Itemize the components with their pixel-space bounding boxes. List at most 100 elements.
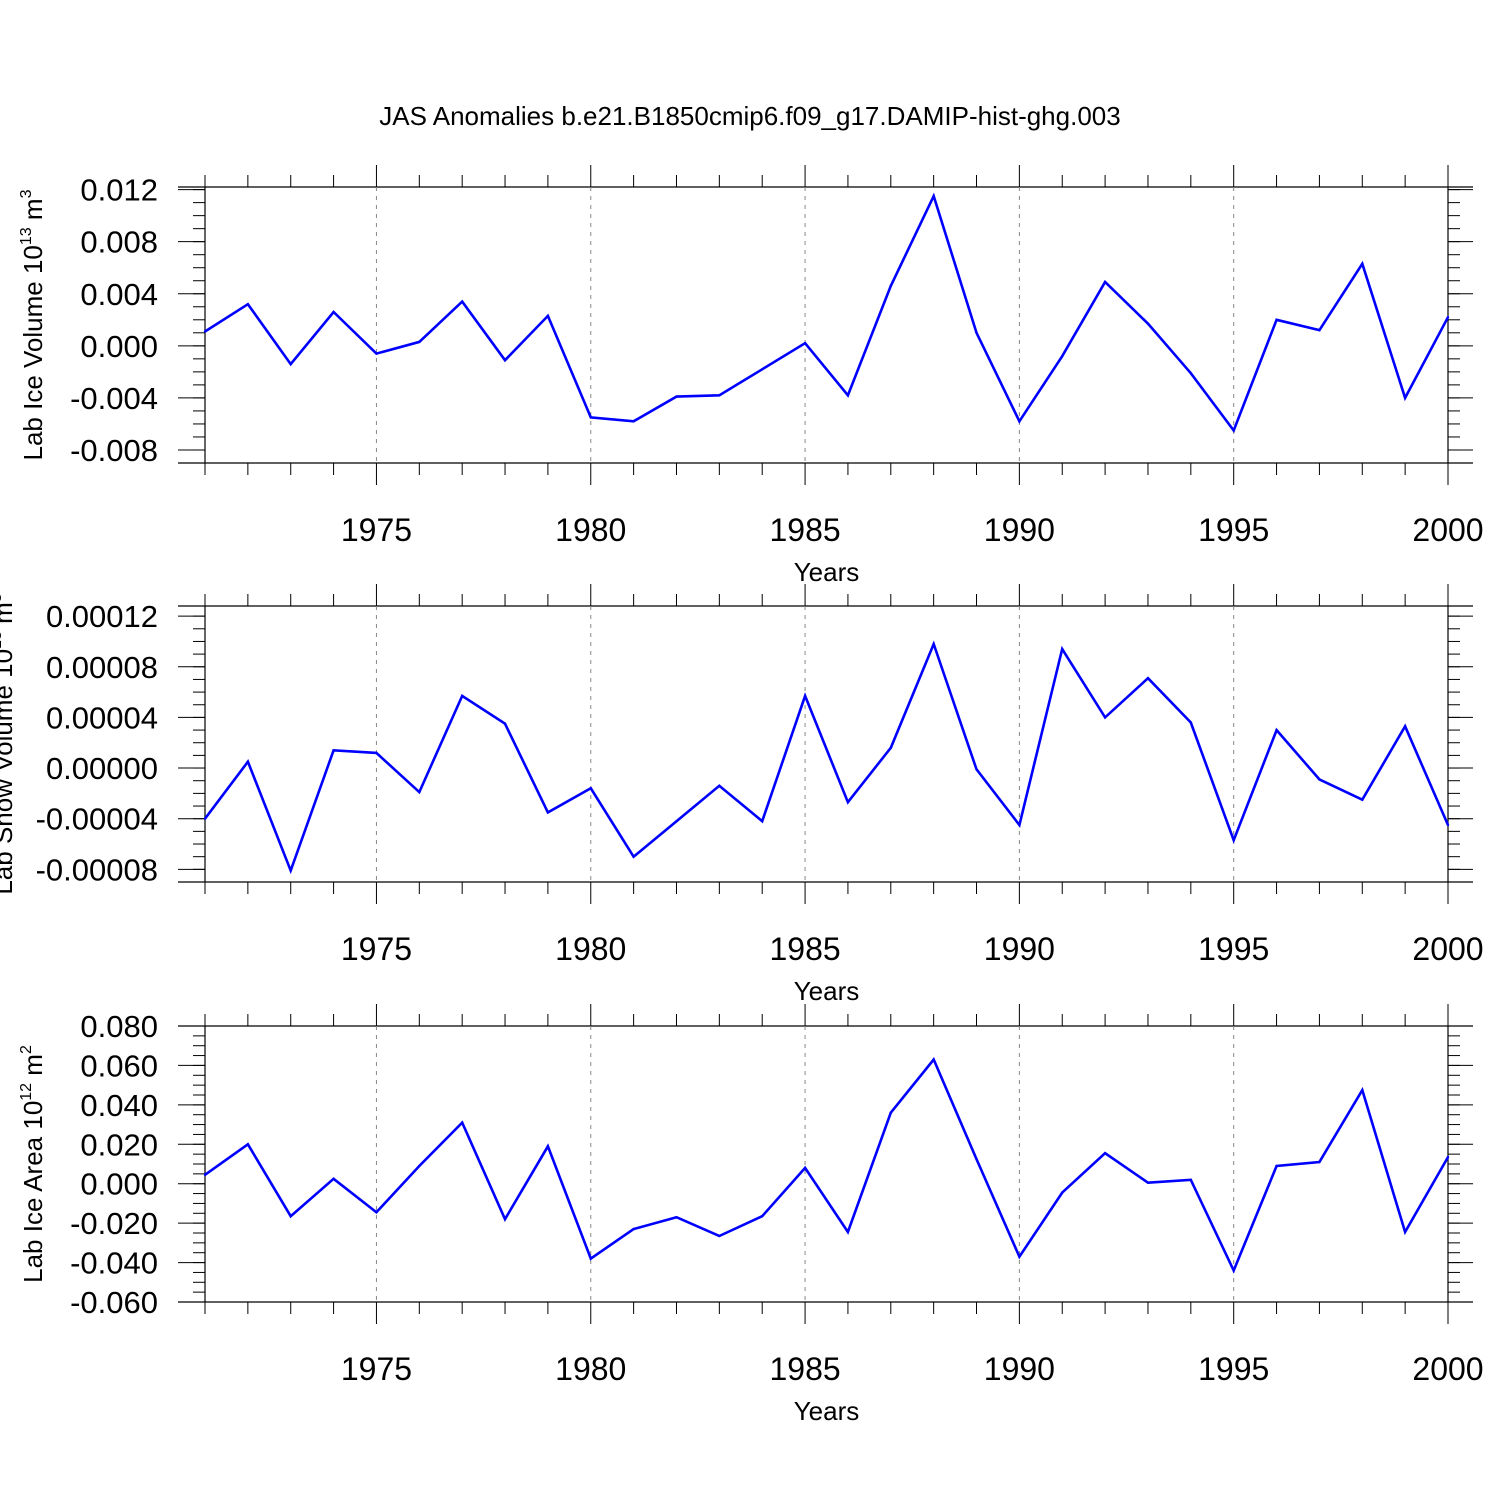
data-point	[1361, 262, 1364, 266]
data-point	[418, 340, 421, 344]
data-point	[589, 416, 592, 419]
data-point	[718, 1234, 721, 1238]
y-tick-label: 0.060	[80, 1048, 158, 1083]
x-axis-label: Years	[794, 976, 860, 1006]
data-point	[889, 746, 892, 749]
data-point	[1446, 1155, 1450, 1159]
data-point	[1446, 823, 1450, 827]
data-point	[1189, 721, 1193, 724]
x-tick-label: 2000	[1412, 1351, 1483, 1387]
data-point	[546, 811, 550, 814]
data-point	[632, 420, 635, 423]
y-axis-label: Lab Ice Area 1012 m2	[18, 1045, 48, 1283]
data-point	[718, 784, 721, 787]
x-tick-label: 1990	[984, 1351, 1055, 1387]
data-point	[1103, 1151, 1107, 1155]
data-point	[632, 855, 635, 858]
series-line	[204, 192, 1450, 434]
data-point	[803, 694, 807, 698]
x-tick-label: 2000	[1412, 512, 1483, 548]
data-point	[289, 362, 292, 366]
data-point	[289, 1215, 292, 1218]
data-point	[246, 302, 250, 306]
x-tick-label: 2000	[1412, 931, 1483, 967]
data-point	[289, 869, 292, 872]
data-point	[460, 694, 464, 698]
data-point	[1446, 315, 1450, 319]
x-tick-label: 1980	[555, 512, 626, 548]
data-point	[803, 1166, 807, 1170]
x-tick-label: 1985	[769, 1351, 840, 1387]
data-point	[932, 1058, 935, 1061]
y-tick-label: -0.008	[70, 433, 158, 468]
data-point	[203, 330, 207, 333]
chart-panel-2: 1975 1980 1985 1990 1995 2000 Years -0.00008 -0.…	[0, 584, 1484, 1006]
data-point	[803, 342, 807, 345]
data-point	[761, 368, 764, 371]
data-point	[1361, 1088, 1364, 1092]
data-point	[1232, 1269, 1235, 1272]
data-point	[889, 1111, 892, 1114]
data-point	[1318, 1160, 1321, 1164]
data-point	[1018, 1255, 1021, 1258]
data-point	[1318, 329, 1321, 332]
x-tick-label: 1995	[1198, 931, 1269, 967]
data-point	[1275, 1164, 1278, 1168]
data-point	[589, 787, 592, 790]
y-tick-label: -0.060	[70, 1285, 158, 1320]
data-point	[1061, 647, 1064, 651]
chart-panel-1: 1975 1980 1985 1990 1995 2000 Years -0.008 -0.00…	[18, 165, 1484, 587]
series-line	[203, 640, 1450, 875]
data-point	[1061, 1191, 1064, 1194]
data-point	[503, 722, 507, 725]
x-tick-label: 1985	[769, 931, 840, 967]
data-point	[761, 820, 764, 823]
data-point	[1232, 429, 1235, 432]
data-point	[846, 801, 850, 804]
x-tick-label: 1985	[769, 512, 840, 548]
y-tick-label: -0.004	[70, 381, 158, 416]
data-point	[975, 331, 978, 335]
y-tick-label: 0.008	[80, 225, 158, 260]
data-point	[418, 1164, 421, 1168]
y-tick-label: 0.040	[80, 1088, 158, 1123]
y-tick-label: 0.00012	[46, 599, 158, 634]
y-tick-label: 0.080	[80, 1009, 158, 1044]
y-tick-label: -0.00004	[36, 802, 158, 837]
data-point	[546, 314, 550, 318]
y-tick-label: 0.00000	[46, 751, 158, 786]
data-point	[460, 1121, 464, 1124]
x-tick-label: 1975	[341, 1351, 412, 1387]
data-point	[1318, 778, 1321, 781]
data-point	[632, 1227, 635, 1231]
y-tick-label: 0.00004	[46, 700, 158, 735]
x-axis-label: Years	[794, 557, 860, 587]
data-point	[1275, 318, 1278, 321]
data-point	[718, 394, 721, 397]
data-point	[332, 749, 335, 752]
data-point	[1189, 371, 1193, 375]
data-point	[546, 1145, 550, 1148]
data-point	[1018, 420, 1021, 423]
y-tick-label: 0.000	[80, 1167, 158, 1202]
x-tick-label: 1990	[984, 931, 1055, 967]
y-axis-label: Lab Snow Volume 1013 m3	[0, 593, 18, 894]
data-point	[846, 394, 850, 397]
y-tick-label: 0.012	[80, 173, 158, 208]
x-tick-label: 1995	[1198, 1351, 1269, 1387]
data-point	[375, 751, 378, 755]
data-point	[1403, 725, 1407, 728]
data-point	[1361, 798, 1364, 801]
data-point	[332, 310, 335, 314]
data-point	[1275, 728, 1278, 732]
x-axis-label: Years	[794, 1396, 860, 1426]
data-point	[375, 1211, 378, 1214]
chart-panel-3: 1975 1980 1985 1990 1995 2000 Years -0.060 -0.04…	[18, 1004, 1484, 1426]
data-point	[503, 1218, 507, 1221]
x-tick-label: 1980	[555, 1351, 626, 1387]
data-point	[1146, 1181, 1150, 1184]
data-point	[932, 194, 935, 198]
data-point	[246, 760, 250, 763]
y-axis-label: Lab Ice Volume 1013 m3	[18, 189, 48, 460]
